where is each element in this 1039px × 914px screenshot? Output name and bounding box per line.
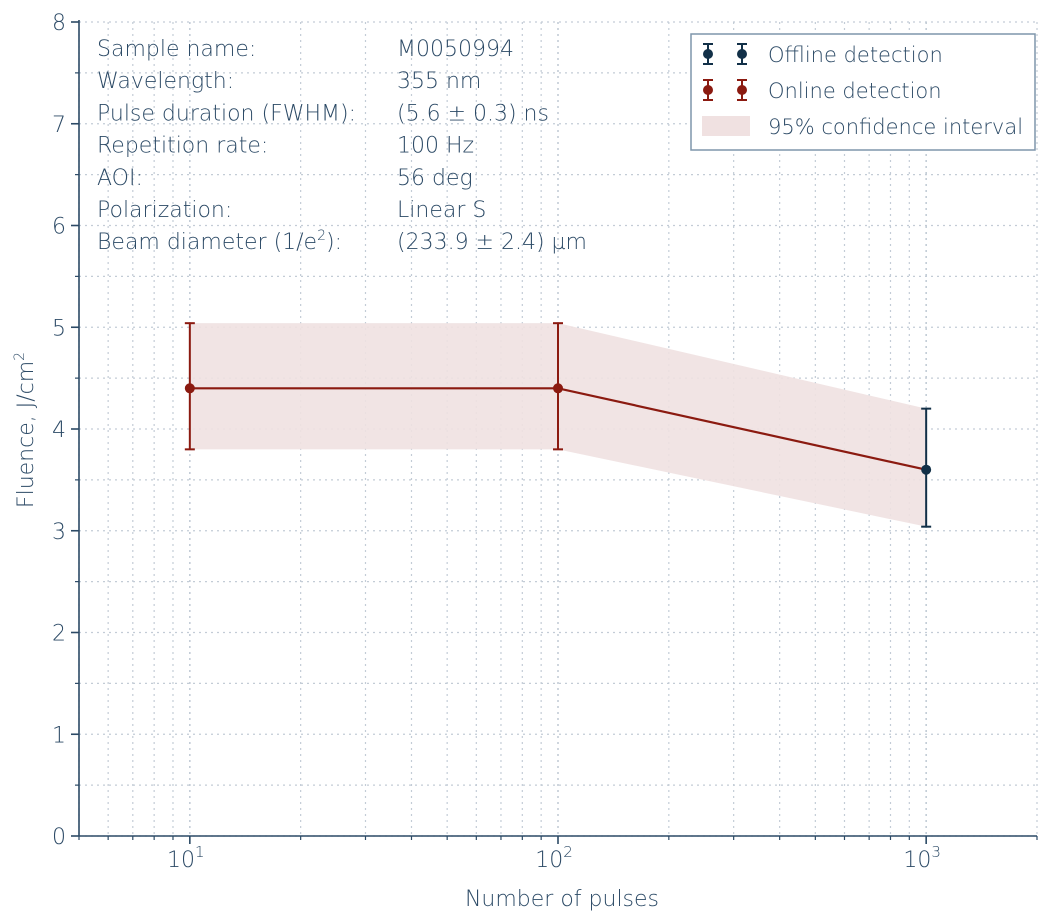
y-tick-label: 3 xyxy=(52,520,66,545)
legend-offline-label: Offline detection xyxy=(768,43,943,67)
data-point xyxy=(184,383,195,394)
legend-point xyxy=(703,85,713,95)
info-value: Linear S xyxy=(397,198,486,223)
info-value: M0050994 xyxy=(397,37,514,62)
info-label: Sample name: xyxy=(97,37,256,62)
x-tick-label: 102 xyxy=(535,843,573,873)
info-label: Pulse duration (FWHM): xyxy=(97,101,356,126)
legend-band-label: 95% confidence interval xyxy=(768,115,1023,139)
legend-online-label: Online detection xyxy=(768,79,942,103)
y-tick-label: 6 xyxy=(52,215,66,240)
axes xyxy=(71,20,1038,844)
sample-info-block: Sample name: M0050994 Wavelength: 355 nm Pul… xyxy=(97,37,587,255)
y-axis-title-sup: 2 xyxy=(12,352,28,361)
offline-marker-icon xyxy=(703,43,747,65)
y-tick-label: 1 xyxy=(52,723,66,748)
y-tick-label: 0 xyxy=(52,825,66,850)
data-points xyxy=(184,383,932,475)
legend: Offline detection Online detection 95% c… xyxy=(690,33,1036,151)
info-value: 355 nm xyxy=(397,69,481,94)
legend-point xyxy=(737,85,747,95)
info-label: Repetition rate: xyxy=(97,134,268,159)
x-tick-label: 101 xyxy=(167,843,205,873)
x-axis-title: Number of pulses xyxy=(465,887,659,912)
y-tick-label: 8 xyxy=(52,11,66,36)
data-point xyxy=(921,464,932,475)
y-axis-title-text: Fluence, J/cm xyxy=(14,361,39,508)
info-label-beam-diameter: Beam diameter (1/e2): xyxy=(97,228,342,255)
info-label: Polarization: xyxy=(97,198,232,223)
y-tick-label: 7 xyxy=(52,113,66,138)
y-tick-label: 5 xyxy=(52,316,66,341)
x-tick-label: 103 xyxy=(903,843,941,873)
y-tick-label: 4 xyxy=(52,418,66,443)
legend-point xyxy=(737,49,747,59)
info-value: 100 Hz xyxy=(397,134,474,159)
y-tick-label: 2 xyxy=(52,622,66,647)
y-tick-labels: 0 1 2 3 4 5 6 7 8 xyxy=(52,11,66,850)
info-label: Wavelength: xyxy=(97,69,234,94)
y-axis-title: Fluence, J/cm2 xyxy=(12,352,39,508)
legend-point xyxy=(703,49,713,59)
data-point xyxy=(553,383,563,394)
confidence-band-swatch xyxy=(702,116,750,136)
online-marker-icon xyxy=(703,79,747,101)
x-tick-labels: 101 102 103 xyxy=(167,843,941,873)
info-value: 56 deg xyxy=(397,166,473,191)
info-label: AOI: xyxy=(97,166,143,191)
info-value-beam-diameter: (233.9 ± 2.4) µm xyxy=(397,230,587,255)
info-value: (5.6 ± 0.3) ns xyxy=(397,101,549,126)
